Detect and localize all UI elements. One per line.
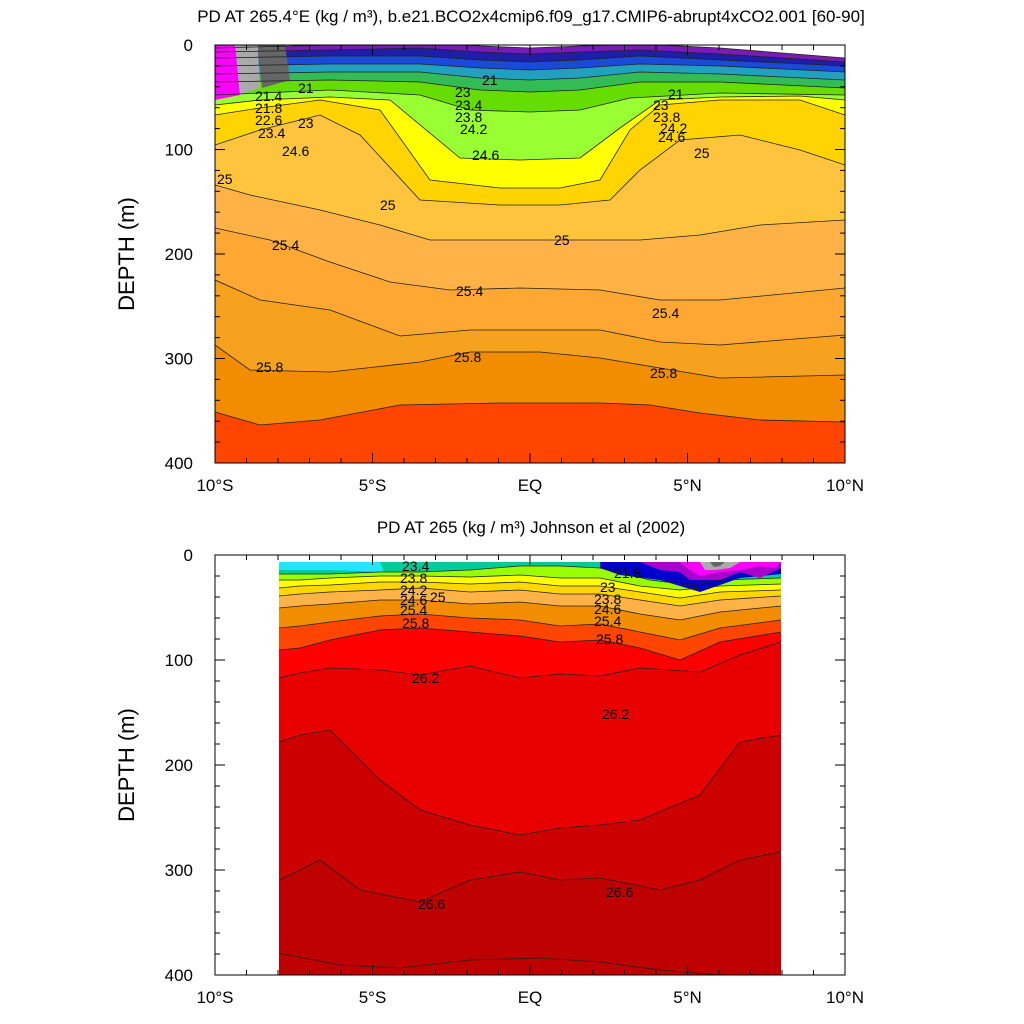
x-tick-label: 5°S (359, 988, 387, 1007)
y-tick-label: 200 (165, 245, 193, 264)
contour-label: 21.8 (255, 100, 282, 116)
x-tick-label: 5°N (673, 988, 702, 1007)
contour-label: 26.6 (418, 896, 445, 912)
x-tick-label: 10°N (826, 476, 864, 495)
contour-label: 25.8 (454, 349, 481, 365)
top-y-axis-title: DEPTH (m) (114, 197, 139, 311)
contour-label: 23.4 (402, 558, 429, 574)
band-21-0 (710, 562, 725, 567)
x-tick-label: 10°N (826, 988, 864, 1007)
contour-label: 26.2 (412, 670, 439, 686)
contour-label: 23 (455, 84, 471, 100)
bottom-panel: PD AT 265 (kg / m³) Johnson et al (2002) (114, 518, 864, 1007)
contour-label: 24.6 (472, 147, 499, 163)
band-21-4 (258, 45, 290, 88)
x-tick-label: 10°S (196, 988, 233, 1007)
contour-label: 23.8 (653, 109, 680, 125)
contour-label: 24.6 (658, 129, 685, 145)
y-tick-label: 400 (165, 454, 193, 473)
y-tick-label: 300 (165, 350, 193, 369)
contour-label: 23 (298, 115, 314, 131)
top-plot-area (215, 45, 845, 463)
top-panel: PD AT 265.4°E (kg / m³), b.e21.BCO2x4cmi… (114, 7, 865, 495)
contour-label: 23.8 (594, 591, 621, 607)
contour-label: 25 (380, 197, 396, 213)
y-tick-label: 300 (165, 861, 193, 880)
bottom-title: PD AT 265 (kg / m³) Johnson et al (2002) (377, 518, 685, 537)
y-tick-label: 100 (165, 651, 193, 670)
x-tick-label: EQ (518, 988, 543, 1007)
band-23-0 (279, 562, 384, 572)
contour-label: 21.8 (614, 565, 641, 581)
contour-label: 23 (653, 97, 669, 113)
contour-label: 23.8 (455, 109, 482, 125)
contour-lines (278, 565, 782, 975)
y-tick-label: 0 (184, 546, 193, 565)
contour-label: 22.6 (255, 112, 282, 128)
contour-label: 26.2 (602, 706, 629, 722)
contour-label: 23.8 (400, 570, 427, 586)
contour-label: 25.8 (256, 359, 283, 375)
top-contour-labels: 21 21 21 21.4 21.8 22.6 23 23.4 23 23.4 … (217, 72, 710, 381)
contour-label: 21 (668, 86, 684, 102)
contour-label: 25.8 (402, 615, 429, 631)
contour-label: 25.8 (650, 365, 677, 381)
x-tick-label: EQ (518, 476, 543, 495)
contour-label: 25 (694, 145, 710, 161)
contour-label: 25.8 (596, 631, 623, 647)
contour-label: 23 (600, 579, 616, 595)
contour-label: 25 (554, 232, 570, 248)
y-tick-label: 200 (165, 756, 193, 775)
contour-label: 25.4 (272, 237, 299, 253)
y-tick-label: 100 (165, 141, 193, 160)
contour-label: 23.4 (258, 125, 285, 141)
contour-label: 24.2 (660, 120, 687, 136)
contour-label: 24.2 (400, 582, 427, 598)
y-tick-label: 400 (165, 966, 193, 985)
contour-label: 24.6 (400, 592, 427, 608)
contour-label: 25.4 (652, 305, 679, 321)
y-tick-label: 0 (184, 36, 193, 55)
contour-label: 25 (430, 589, 446, 605)
contour-label: 21.4 (255, 88, 282, 104)
top-title: PD AT 265.4°E (kg / m³), b.e21.BCO2x4cmi… (197, 7, 865, 26)
bottom-plot-area (278, 562, 782, 975)
contour-label: 25.4 (456, 283, 483, 299)
x-tick-label: 5°N (673, 476, 702, 495)
contour-label: 21 (298, 80, 314, 96)
contour-label: 25.4 (400, 602, 427, 618)
contour-label: 23.4 (455, 97, 482, 113)
contour-label: 25 (217, 171, 233, 187)
x-tick-label: 10°S (196, 476, 233, 495)
bottom-contour-labels: 23.4 23.8 24.2 24.6 25 25.4 25.8 21.8 23… (400, 558, 641, 912)
contour-label: 24.2 (460, 121, 487, 137)
contour-label: 25.4 (594, 613, 621, 629)
contour-label: 21 (482, 72, 498, 88)
bottom-y-axis-title: DEPTH (m) (114, 708, 139, 822)
contour-label: 26.6 (606, 884, 633, 900)
x-tick-label: 5°S (359, 476, 387, 495)
top-axes: 10°S 5°S EQ 5°N 10°N 0 100 200 300 400 (165, 36, 864, 495)
contour-label: 24.6 (594, 601, 621, 617)
contour-label: 24.6 (282, 143, 309, 159)
band-20-6 (215, 45, 240, 100)
bottom-axes: 10°S 5°S EQ 5°N 10°N 0 100 200 300 400 (165, 546, 864, 1007)
